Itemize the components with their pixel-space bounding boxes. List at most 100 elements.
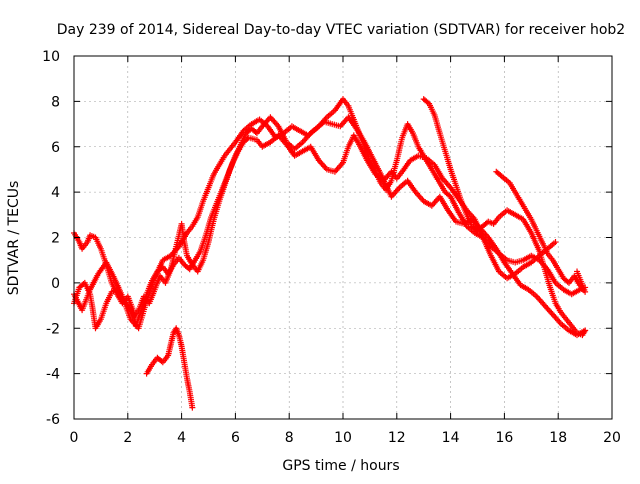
data-point-segment xyxy=(275,123,289,144)
data-point-segment xyxy=(76,281,87,291)
data-point-segment xyxy=(539,239,550,255)
data-point-segment xyxy=(388,159,400,184)
data-point xyxy=(552,239,559,246)
data-point-segment xyxy=(393,136,405,164)
data-point-segment xyxy=(431,171,442,185)
data-point-segment xyxy=(356,130,367,148)
data-point-segment xyxy=(528,252,541,263)
data-series xyxy=(71,96,589,411)
series-track-2 xyxy=(71,132,559,329)
data-point-segment xyxy=(227,140,238,152)
y-tick-label: 2 xyxy=(51,231,60,247)
data-point-segment xyxy=(227,154,238,173)
data-point-segment xyxy=(487,243,501,255)
data-point-segment xyxy=(194,200,206,221)
data-point-segment xyxy=(366,157,378,173)
data-point-segment xyxy=(248,117,261,128)
data-point-segment xyxy=(87,272,101,293)
y-tick-label: -2 xyxy=(46,321,60,337)
data-point-segment xyxy=(114,286,125,300)
data-point-segment xyxy=(340,96,350,108)
data-point-segment xyxy=(547,284,558,305)
data-point-segment xyxy=(200,186,211,205)
data-point-segment xyxy=(205,172,217,191)
data-point-segment xyxy=(533,227,545,244)
data-point-segment xyxy=(173,325,182,337)
data-point-segment xyxy=(369,155,383,176)
data-point-segment xyxy=(87,232,97,240)
data-point-segment xyxy=(162,268,174,286)
data-point-segment xyxy=(479,219,490,230)
data-point-segment xyxy=(579,329,588,339)
x-tick-label: 8 xyxy=(285,430,294,446)
data-point-segment xyxy=(420,152,431,167)
data-point-segment xyxy=(471,230,485,240)
data-point-segment xyxy=(237,132,249,148)
data-point-segment xyxy=(552,300,563,314)
data-point-segment xyxy=(474,224,485,234)
data-point-segment xyxy=(512,211,525,222)
data-point-segment xyxy=(331,161,345,175)
y-tick-label: 10 xyxy=(42,49,60,65)
data-point-segment xyxy=(119,295,130,307)
data-point-segment xyxy=(498,173,512,185)
data-point-segment xyxy=(184,252,195,266)
data-point-segment xyxy=(552,279,565,292)
data-point-segment xyxy=(192,249,203,264)
data-point-segment xyxy=(485,234,499,251)
data-point-segment xyxy=(240,122,253,134)
data-point-segment xyxy=(92,318,103,332)
data-point-segment xyxy=(253,136,264,148)
x-tick-label: 20 xyxy=(603,430,621,446)
data-point-segment xyxy=(299,144,313,155)
data-point-segment xyxy=(194,259,206,275)
data-point-segment xyxy=(291,140,304,152)
y-tick-label: 0 xyxy=(51,276,60,292)
series-track-5 xyxy=(420,96,589,339)
data-point-segment xyxy=(506,180,518,194)
data-point-segment xyxy=(167,245,179,273)
data-point-segment xyxy=(525,286,539,299)
data-point-segment xyxy=(426,161,437,176)
y-tick-label: -4 xyxy=(46,367,60,383)
data-point-segment xyxy=(108,287,119,295)
data-point-segment xyxy=(568,287,582,298)
data-point-segment xyxy=(407,153,420,164)
x-tick-label: 12 xyxy=(388,430,406,446)
data-point-segment xyxy=(345,102,356,121)
data-point-segment xyxy=(528,216,539,232)
x-tick-label: 6 xyxy=(231,430,240,446)
data-point-segment xyxy=(463,223,477,235)
data-point-segment xyxy=(439,175,453,190)
series-track-6 xyxy=(493,168,589,295)
series-track-3 xyxy=(71,96,589,332)
data-point-segment xyxy=(463,211,475,228)
ticks: 0 2 4 6 8 10 12 14 16 18 20 -6 -4 -2 0 2 4 6 8 10 xyxy=(42,49,621,446)
data-point-segment xyxy=(130,308,141,320)
data-point-segment xyxy=(383,179,394,193)
data-point-segment xyxy=(159,354,170,366)
data-point-segment xyxy=(541,302,555,317)
data-point-segment xyxy=(232,143,243,159)
data-point-segment xyxy=(533,293,547,308)
data-point xyxy=(582,327,589,334)
data-point-segment xyxy=(436,193,450,212)
data-point-segment xyxy=(350,132,362,146)
data-point-segment xyxy=(307,124,321,137)
data-point-segment xyxy=(504,271,517,282)
data-point-segment xyxy=(132,309,144,329)
data-point-segment xyxy=(404,177,418,194)
data-point-segment xyxy=(517,198,528,212)
data-point-segment xyxy=(458,198,469,216)
data-point-segment xyxy=(124,293,136,312)
data-point-segment xyxy=(420,96,431,106)
data-point-segment xyxy=(574,270,589,295)
x-tick-label: 10 xyxy=(334,430,352,446)
x-tick-label: 14 xyxy=(442,430,460,446)
data-point-segment xyxy=(267,114,281,128)
x-tick-label: 2 xyxy=(123,430,132,446)
x-tick-label: 4 xyxy=(177,430,186,446)
data-point-segment xyxy=(528,230,542,253)
data-point-segment xyxy=(571,273,582,287)
